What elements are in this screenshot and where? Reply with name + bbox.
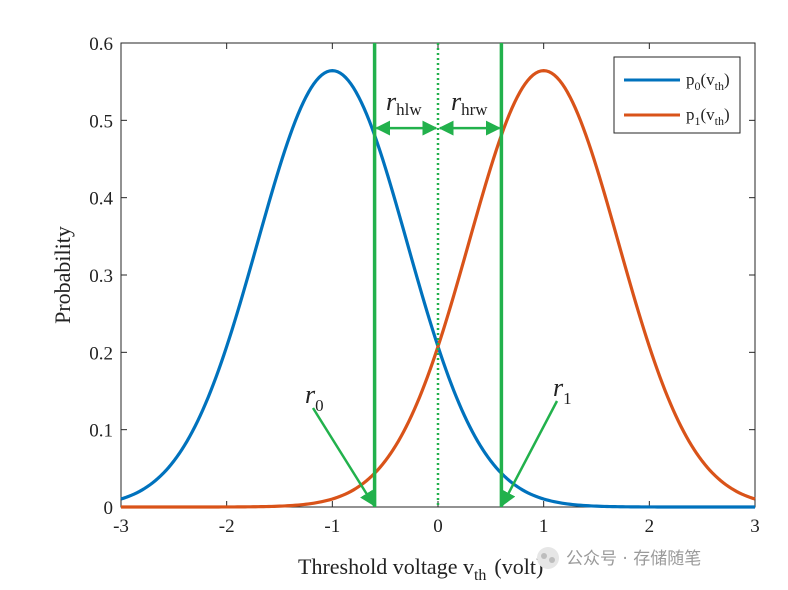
x-tick-label: 1	[539, 516, 549, 537]
watermark-logo-icon	[537, 547, 559, 569]
legend: p0(vth) p1(vth)	[613, 56, 741, 134]
y-tick-label: 0.6	[89, 34, 113, 55]
y-tick-label: 0.2	[89, 343, 113, 364]
annotation-r-1: r1	[553, 373, 572, 408]
annotation-r-hlw: rhlw	[386, 87, 422, 119]
y-tick-label: 0.1	[89, 421, 113, 442]
annotation-r-0: r0	[305, 380, 324, 415]
x-tick-label: 3	[750, 516, 760, 537]
y-tick-label: 0.3	[89, 266, 113, 287]
legend-label-p1: p1(vth)	[686, 105, 730, 128]
x-axis-label: Threshold voltage vth (volt)	[298, 554, 543, 584]
arrow-r1	[501, 400, 559, 507]
arrow-r0	[311, 407, 375, 507]
x-tick-label: -1	[324, 516, 340, 537]
x-tick-label: 0	[433, 516, 443, 537]
x-tick-label: -2	[219, 516, 235, 537]
x-tick-label: 2	[645, 516, 655, 537]
legend-box	[613, 56, 741, 134]
y-tick-label: 0.4	[89, 189, 113, 210]
annotation-r-hrw: rhrw	[451, 87, 488, 119]
vertical-lines	[372, 43, 504, 507]
y-tick-label: 0	[104, 498, 114, 519]
series-curves	[120, 69, 756, 509]
watermark: 公众号 · 存储随笔	[537, 547, 701, 569]
legend-label-p0: p0(vth)	[686, 70, 730, 93]
y-tick-label: 0.5	[89, 111, 113, 132]
annotation-arrows	[311, 120, 559, 507]
series-line-p1	[121, 69, 756, 509]
watermark-text: 公众号 · 存储随笔	[566, 549, 701, 569]
y-axis-label: Probability	[50, 226, 75, 324]
axis-ticks: -3 -2 -1 0 1 2 3 0 0.1 0.2 0.3 0.4 0.5 0.6	[89, 34, 760, 537]
x-tick-label: -3	[113, 516, 129, 537]
